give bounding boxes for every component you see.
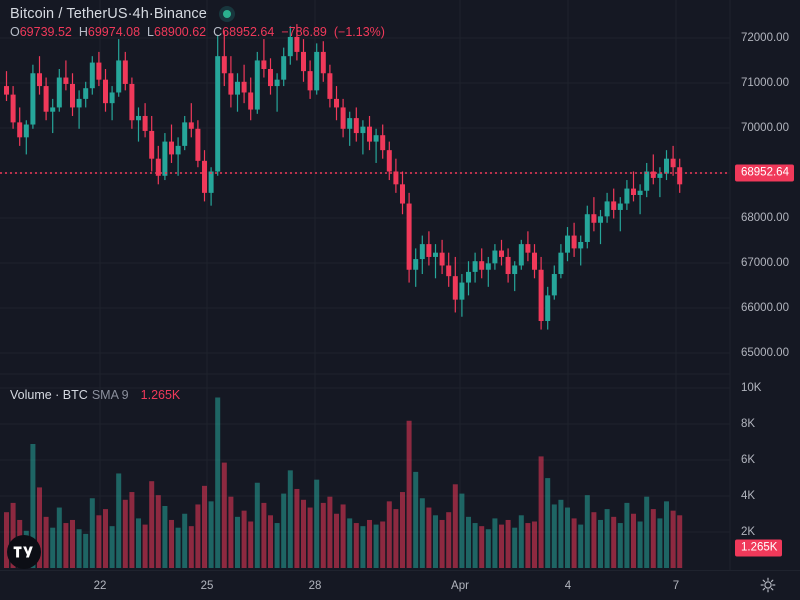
current-price-badge: 68952.64: [735, 164, 794, 182]
price-scale-label: 66000.00: [741, 302, 789, 314]
time-scale-label: 28: [308, 580, 322, 592]
time-scale-label: 4: [564, 580, 572, 592]
price-scale-label: 68000.00: [741, 212, 789, 224]
price-scale-label: 67000.00: [741, 257, 789, 269]
price-scale-label: 70000.00: [741, 122, 789, 134]
time-scale-label: 7: [672, 580, 680, 592]
volume-scale-label: 4K: [741, 490, 756, 502]
volume-series: [4, 397, 683, 568]
candlestick-series: [4, 24, 683, 330]
price-scale[interactable]: 72000.00 71000.00 70000.00 68000.00 67000.00…: [733, 0, 800, 570]
volume-scale-label: 8K: [741, 418, 756, 430]
volume-scale-label: 10K: [741, 382, 762, 394]
price-scale-label: 72000.00: [741, 32, 789, 44]
volume-scale-label: 6K: [741, 454, 756, 466]
time-scale[interactable]: 22 25 28 Apr 4 7: [0, 570, 800, 600]
chart-gridlines: [0, 0, 730, 568]
current-volume-badge: 1.265K: [735, 539, 783, 557]
time-scale-label: 25: [200, 580, 214, 592]
volume-scale-label: 2K: [741, 526, 756, 538]
time-scale-label: 22: [93, 580, 107, 592]
gear-icon[interactable]: [760, 577, 776, 593]
price-scale-label: 65000.00: [741, 347, 789, 359]
time-scale-label: Apr: [451, 580, 469, 592]
price-scale-label: 71000.00: [741, 77, 789, 89]
tradingview-logo[interactable]: [7, 535, 41, 569]
